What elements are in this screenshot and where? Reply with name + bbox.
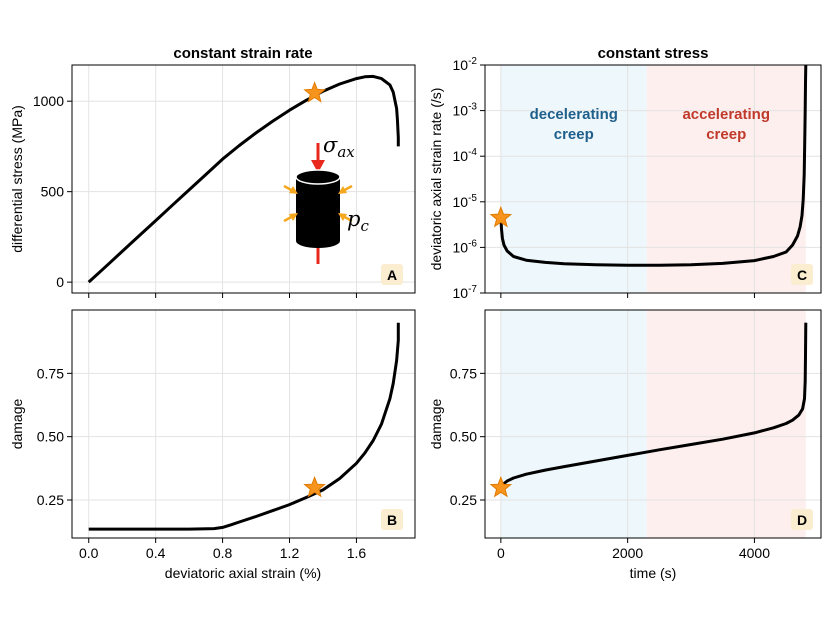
y-tick-exponent-c: -4: [468, 147, 477, 158]
panel-b: damage deviatoric axial strain (%) 0.0 0.…: [9, 309, 416, 581]
sigma-subscript: ax: [337, 143, 355, 161]
chart-title-c: constant stress: [598, 45, 709, 62]
plot-frame-b: [71, 309, 416, 539]
plot-frame-a: [71, 64, 416, 294]
x-axis-label-b: deviatoric axial strain (%): [165, 565, 321, 581]
region-bg-decel-d: [500, 310, 647, 538]
y-tick-label-c: 10-5: [453, 193, 478, 210]
y-tick-exponent-c: -3: [468, 102, 477, 113]
y-tick-label-d: 0.50: [450, 429, 477, 445]
confining-arrowhead-lr: [338, 213, 347, 221]
x-tick-label-d: 2000: [612, 545, 643, 561]
y-tick-label-a: 1000: [33, 93, 64, 109]
plot-frame-d: [484, 309, 822, 539]
x-tick-label-d: 4000: [739, 545, 770, 561]
panel-a: constant strain rate differential stress…: [9, 45, 416, 298]
y-tick-base-c: 10: [453, 285, 469, 301]
sigma-ax-label: σax: [323, 133, 355, 161]
series-line-b: [88, 322, 400, 531]
y-tick-label-b: 0.25: [37, 492, 64, 508]
confining-arrowhead-ul: [289, 186, 298, 194]
y-tick-label-c: 10-4: [453, 147, 478, 164]
y-tick-exponent-c: -2: [468, 56, 477, 67]
x-tick-label-b: 0.8: [213, 545, 233, 561]
y-tick-label-c: 10-2: [453, 56, 478, 73]
region-bg-accel-c: [646, 65, 806, 293]
panel-letter-a: A: [387, 267, 397, 283]
y-tick-base-c: 10: [453, 103, 469, 119]
y-tick-exponent-c: -5: [468, 193, 477, 204]
cylinder-bottom: [296, 234, 340, 248]
y-tick-label-c: 10-6: [453, 238, 478, 255]
y-axis-label-c: deviatoric axial strain rate (/s): [428, 88, 444, 271]
panel-letter-b: B: [387, 512, 397, 528]
region-label-accel-line2: creep: [706, 126, 746, 143]
y-tick-label-b: 0.75: [37, 365, 64, 381]
y-tick-base-c: 10: [453, 194, 469, 210]
panel-letter-c: C: [797, 267, 807, 283]
star-marker-c: [489, 205, 513, 228]
panel-d: damage time (s) 0 2000 4000 0.25 0.50 0.75 D: [428, 309, 822, 581]
y-tick-exponent-c: -7: [468, 284, 477, 295]
y-tick-label-a: 0: [56, 274, 64, 290]
plot-frame-c: [484, 64, 822, 294]
y-tick-label-c: 10-7: [453, 284, 478, 301]
y-tick-base-c: 10: [453, 57, 469, 73]
x-tick-label-b: 0.0: [79, 545, 99, 561]
star-marker-b: [303, 475, 326, 498]
y-axis-label-b: damage: [9, 398, 25, 449]
series-line-a: [87, 74, 400, 284]
star-marker-d: [489, 475, 513, 498]
axial-arrow-head: [311, 160, 325, 173]
y-tick-exponent-c: -6: [468, 238, 477, 249]
panel-badge-c: [791, 264, 813, 285]
y-tick-base-c: 10: [453, 148, 469, 164]
x-axis-label-d: time (s): [630, 565, 677, 581]
panel-badge-d: [791, 509, 813, 530]
panel-badge-a: [381, 264, 403, 285]
x-tick-label-b: 1.6: [347, 545, 367, 561]
star-marker-a: [303, 81, 326, 103]
y-tick-label-b: 0.50: [37, 429, 64, 445]
chart-title-a: constant strain rate: [173, 45, 312, 62]
y-tick-label-d: 0.25: [450, 492, 477, 508]
y-tick-label-d: 0.75: [450, 365, 477, 381]
x-tick-label-b: 0.4: [146, 545, 166, 561]
cylinder-top: [295, 169, 341, 185]
pc-label: pc: [347, 207, 369, 235]
region-bg-decel-c: [500, 65, 647, 293]
y-tick-label-c: 10-3: [453, 102, 478, 119]
series-line-d: [499, 322, 808, 489]
y-axis-label-d: damage: [428, 398, 444, 449]
cylinder-body: [296, 177, 340, 241]
x-tick-label-b: 1.2: [280, 545, 300, 561]
region-label-accel: accelerating: [682, 106, 770, 123]
y-axis-label-a: differential stress (MPa): [9, 105, 25, 253]
sample-cylinder-inset: σax pc: [283, 133, 369, 264]
pc-subscript: c: [360, 217, 369, 235]
region-label-decel: decelerating: [530, 106, 618, 123]
region-label-decel-line2: creep: [554, 126, 594, 143]
panel-badge-b: [381, 509, 403, 530]
series-line-c: [499, 64, 808, 267]
y-tick-label-a: 500: [41, 184, 65, 200]
y-tick-base-c: 10: [453, 239, 469, 255]
confining-arrowhead-ll: [289, 213, 298, 221]
panel-c: decelerating creep accelerating creep const…: [428, 45, 822, 301]
panel-letter-d: D: [797, 512, 807, 528]
x-tick-label-d: 0: [497, 545, 505, 561]
confining-arrowhead-ur: [338, 186, 347, 194]
